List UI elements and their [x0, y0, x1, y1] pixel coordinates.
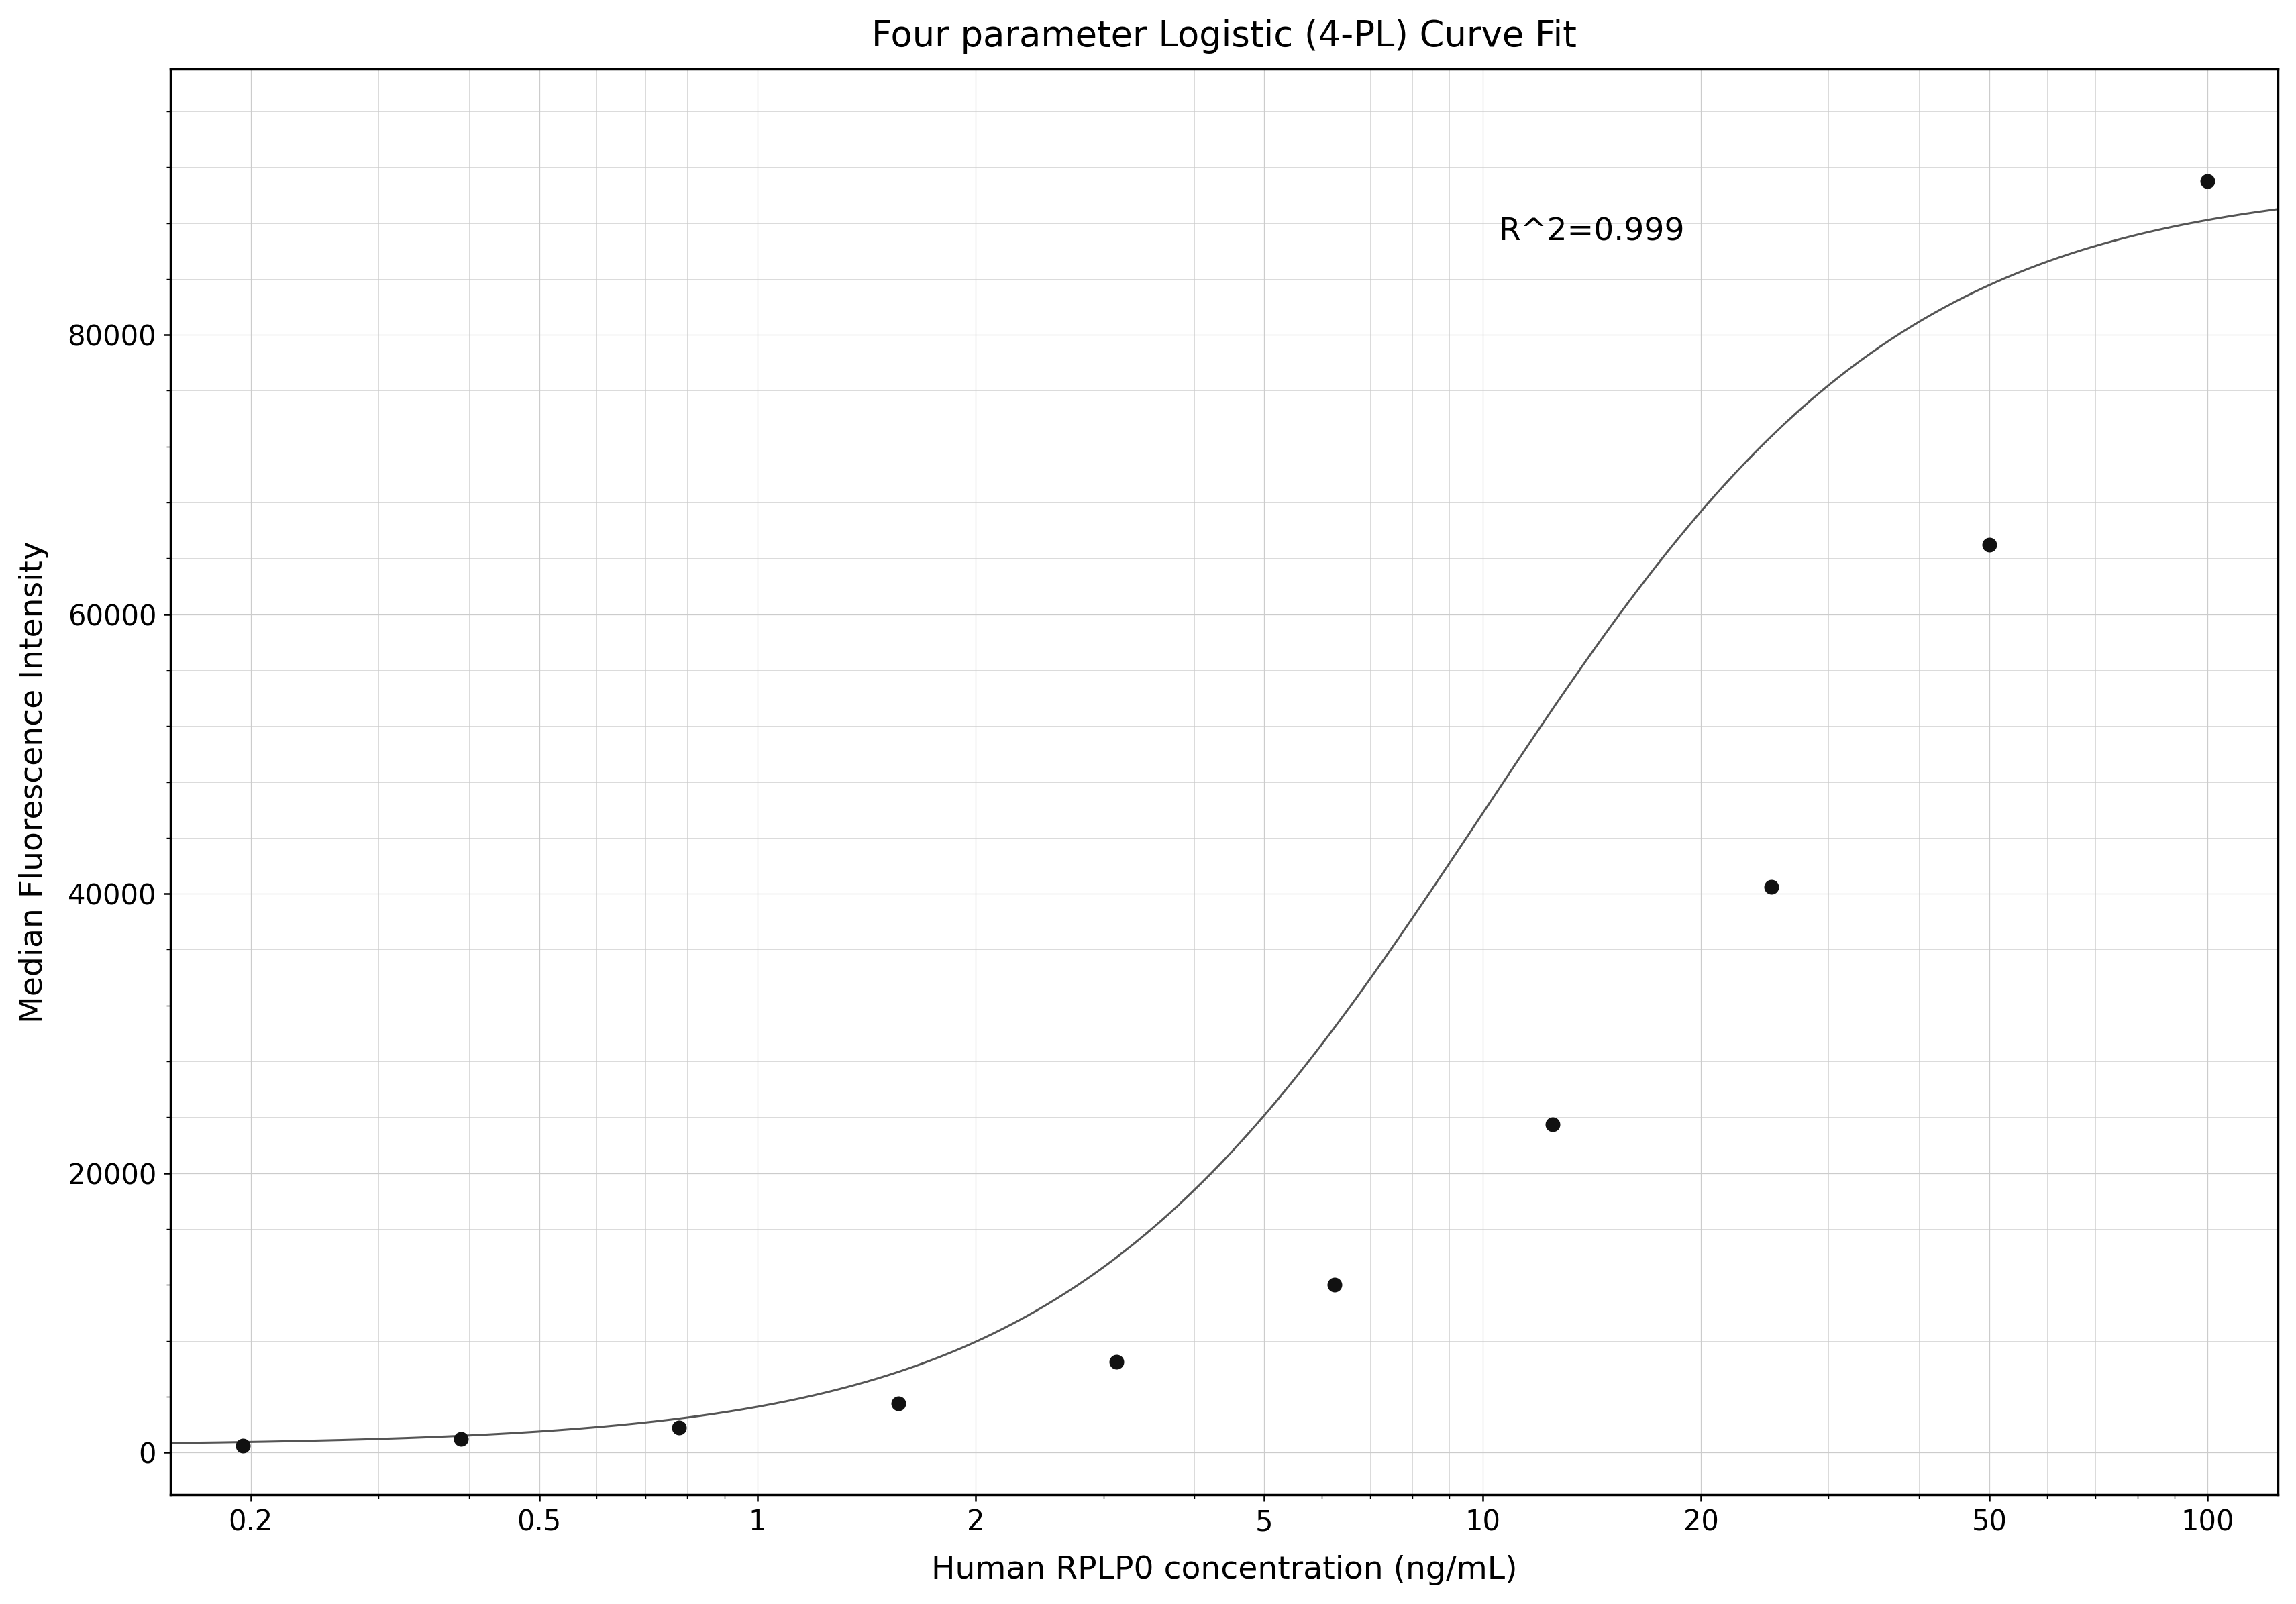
Point — [1970, 531, 2007, 557]
Point — [661, 1415, 698, 1440]
Point — [1534, 1112, 1570, 1137]
Point — [1097, 1349, 1134, 1375]
Point — [1752, 874, 1789, 900]
X-axis label: Human RPLP0 concentration (ng/mL): Human RPLP0 concentration (ng/mL) — [930, 1556, 1518, 1585]
Text: R^2=0.999: R^2=0.999 — [1497, 217, 1683, 247]
Title: Four parameter Logistic (4-PL) Curve Fit: Four parameter Logistic (4-PL) Curve Fit — [872, 19, 1577, 53]
Y-axis label: Median Fluorescence Intensity: Median Fluorescence Intensity — [18, 541, 48, 1023]
Point — [2188, 168, 2225, 194]
Point — [225, 1432, 262, 1458]
Point — [1316, 1272, 1352, 1298]
Point — [879, 1391, 916, 1416]
Point — [443, 1426, 480, 1452]
